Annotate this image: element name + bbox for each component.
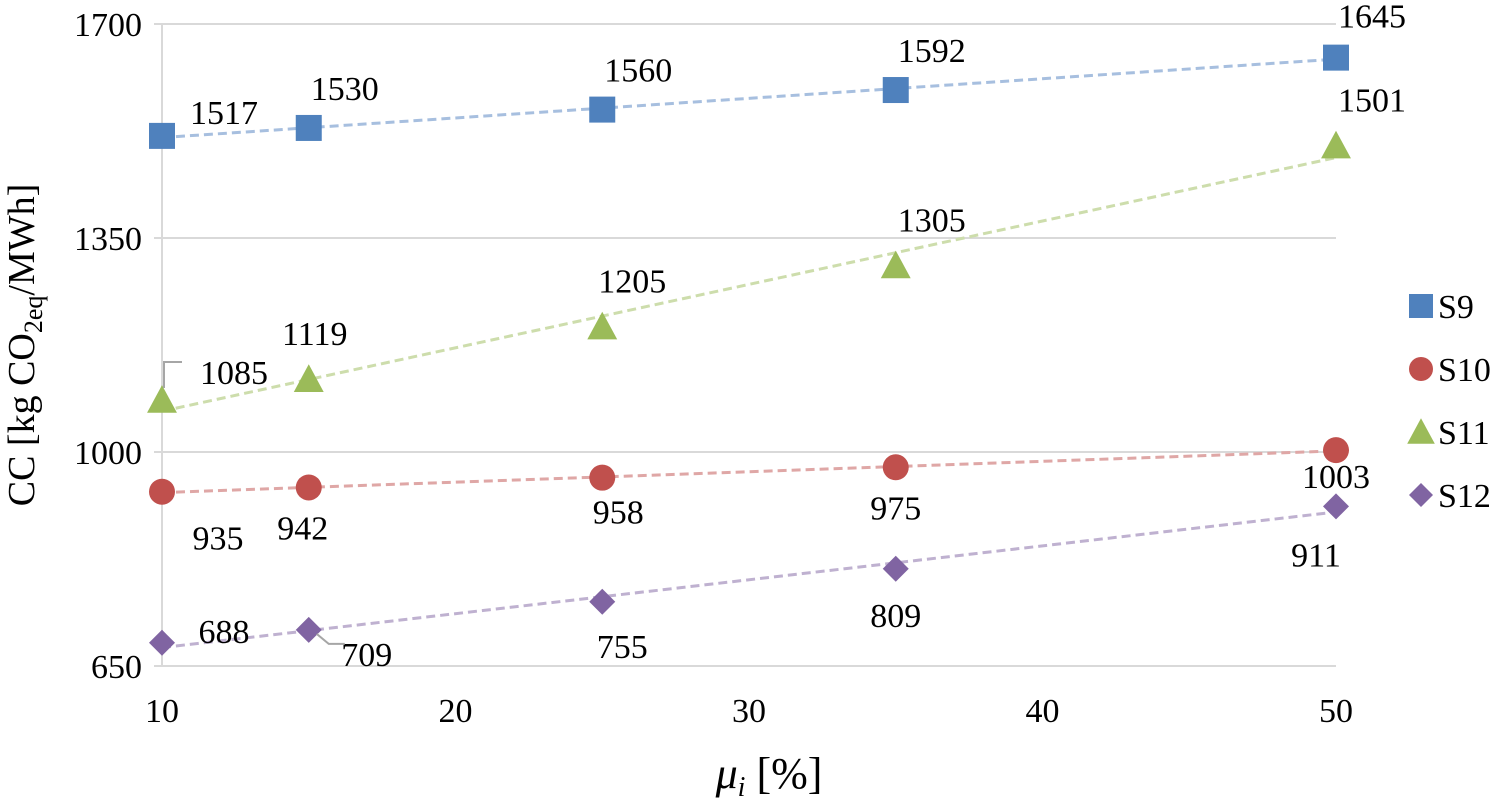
- legend-label: S12: [1438, 478, 1491, 515]
- data-labels: 1517 1530 1560 1592 1645 935 942 958 975 1003 1085…: [190, 0, 1406, 674]
- leader-line: [316, 633, 345, 645]
- marker-s9: [295, 114, 322, 141]
- legend-marker-s9: [1409, 294, 1433, 318]
- trendline-s11: [161, 156, 1337, 413]
- trendline-s10: [161, 449, 1337, 495]
- marker-s12: [149, 629, 175, 656]
- data-label-s12: 688: [199, 614, 250, 651]
- marker-s11: [293, 364, 324, 392]
- data-label-s12: 809: [870, 598, 921, 635]
- legend-label: S10: [1438, 352, 1491, 389]
- marker-s9: [589, 96, 616, 123]
- data-label-s9: 1592: [898, 33, 966, 70]
- x-axis-title: μi [%]: [715, 749, 823, 802]
- legend-marker-s11: [1407, 418, 1435, 444]
- marker-s11: [147, 385, 177, 413]
- y-axis-title: CC [kg CO2eq/MWh]: [1, 184, 48, 507]
- axis-titles: μi [%] CC [kg CO2eq/MWh]: [1, 184, 822, 802]
- trendline-s9: [161, 57, 1337, 140]
- data-label-s12: 755: [597, 629, 648, 666]
- marker-s12: [882, 555, 909, 582]
- marker-s9: [149, 122, 175, 149]
- data-label-s10: 942: [277, 510, 328, 547]
- marker-s10: [1323, 437, 1349, 464]
- legend-marker-s12: [1409, 483, 1433, 507]
- legend: S9 S10 S11 S12: [1407, 289, 1491, 515]
- trendlines: [161, 57, 1337, 650]
- marker-s9: [882, 77, 909, 104]
- legend-label: S11: [1438, 415, 1490, 452]
- data-label-s12: 911: [1291, 537, 1341, 574]
- data-label-s11: 1305: [898, 203, 966, 240]
- data-label-s10: 958: [593, 495, 644, 532]
- legend-marker-s10: [1409, 357, 1433, 381]
- marker-s10: [295, 474, 322, 501]
- marker-s12: [589, 588, 616, 615]
- marker-s11: [880, 250, 911, 279]
- data-label-s10: 1003: [1302, 459, 1370, 496]
- y-tick-label: 1700: [74, 7, 142, 44]
- marker-s9: [1323, 44, 1349, 71]
- trendline-s12: [161, 510, 1337, 650]
- data-label-s11: 1205: [598, 264, 666, 301]
- data-label-s11: 1085: [200, 355, 268, 392]
- data-label-s12: 709: [341, 637, 392, 674]
- marker-s10: [589, 464, 616, 491]
- data-label-s10: 975: [870, 490, 921, 527]
- marker-s12: [295, 616, 322, 643]
- marker-s11: [587, 311, 618, 340]
- markers: [147, 44, 1351, 656]
- marker-s10: [149, 478, 175, 505]
- marker-s11: [1321, 130, 1351, 159]
- data-label-s9: 1530: [311, 71, 379, 108]
- data-label-s9: 1560: [604, 53, 672, 90]
- data-label-s10: 935: [193, 521, 244, 558]
- y-tick-label: 1000: [74, 435, 142, 472]
- data-label-s9: 1517: [190, 95, 258, 132]
- x-tick-label: 40: [1026, 693, 1060, 730]
- legend-label: S9: [1438, 289, 1474, 326]
- gridlines: [162, 23, 1336, 667]
- x-tick-label: 30: [732, 693, 766, 730]
- x-tick-label: 20: [439, 693, 473, 730]
- y-tick-label: 1350: [74, 221, 142, 258]
- data-label-s9: 1645: [1338, 0, 1406, 36]
- x-tick-label: 10: [145, 693, 179, 730]
- x-tick-label: 50: [1319, 693, 1353, 730]
- axes: 650 1000 1350 1700 10 20 30 40 50: [74, 7, 1353, 730]
- marker-s12: [1323, 493, 1349, 520]
- leader-lines: [163, 361, 345, 645]
- marker-s10: [882, 454, 909, 481]
- data-label-s11: 1119: [282, 316, 347, 353]
- leader-line: [163, 361, 182, 389]
- data-label-s11: 1501: [1338, 83, 1406, 120]
- y-tick-label: 650: [91, 649, 142, 686]
